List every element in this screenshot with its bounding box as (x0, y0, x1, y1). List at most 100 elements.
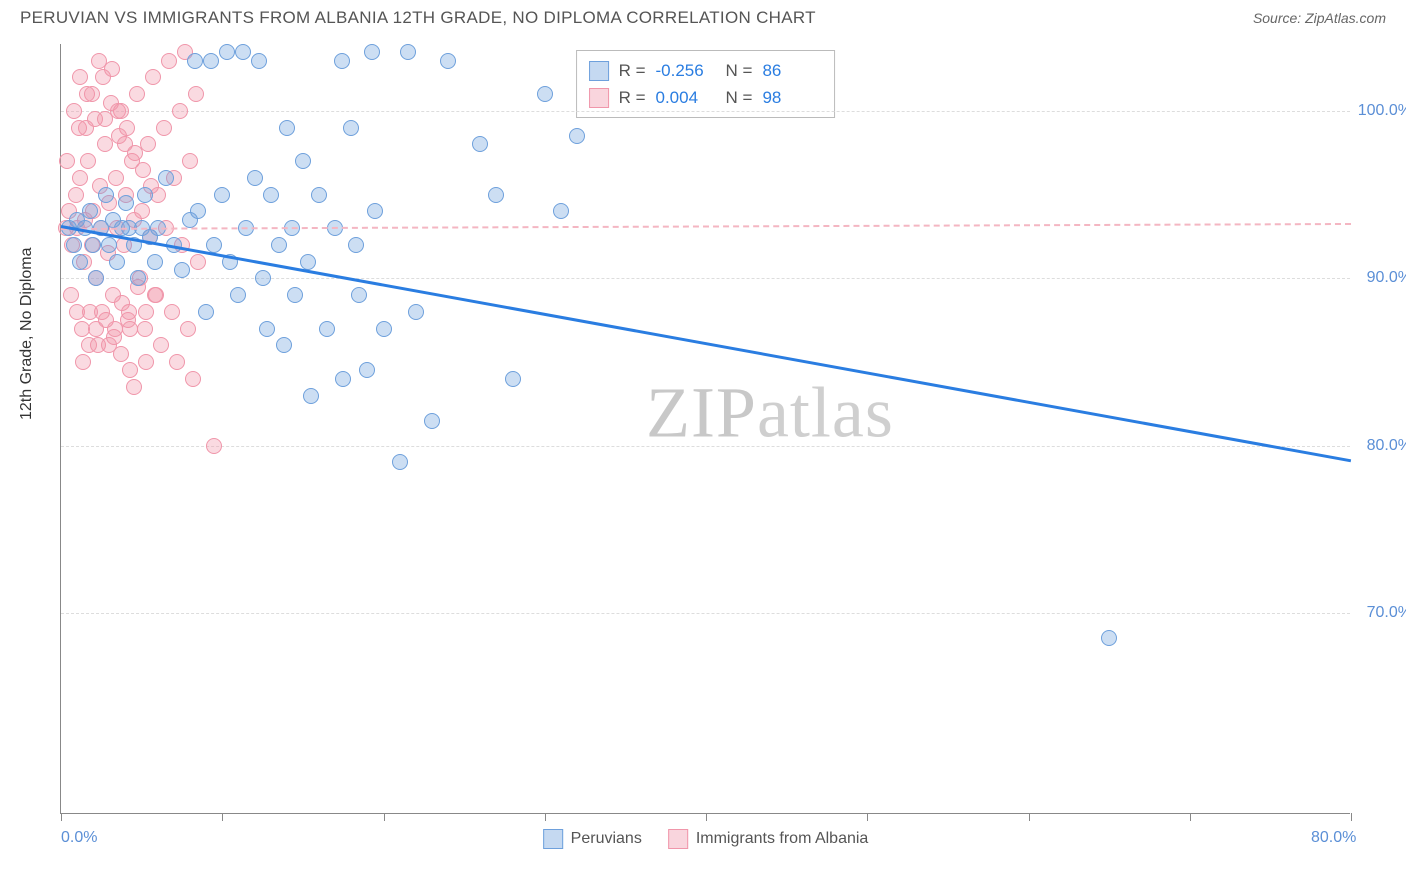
stats-row: R =0.004N =98 (589, 84, 823, 111)
data-point (122, 362, 138, 378)
data-point (97, 136, 113, 152)
data-point (376, 321, 392, 337)
x-tick (1190, 813, 1191, 821)
data-point (118, 195, 134, 211)
data-point (255, 270, 271, 286)
data-point (110, 103, 126, 119)
stats-row: R =-0.256N =86 (589, 57, 823, 84)
data-point (319, 321, 335, 337)
data-point (94, 304, 110, 320)
data-point (72, 170, 88, 186)
data-point (69, 304, 85, 320)
n-value: 98 (762, 84, 822, 111)
x-tick (384, 813, 385, 821)
data-point (180, 321, 196, 337)
x-tick (1029, 813, 1030, 821)
data-point (335, 371, 351, 387)
data-point (153, 337, 169, 353)
data-point (68, 187, 84, 203)
data-point (440, 53, 456, 69)
data-point (203, 53, 219, 69)
data-point (119, 120, 135, 136)
data-point (348, 237, 364, 253)
data-point (343, 120, 359, 136)
data-point (295, 153, 311, 169)
data-point (263, 187, 279, 203)
data-point (334, 53, 350, 69)
r-label: R = (619, 57, 646, 84)
watermark: ZIPatlas (646, 372, 894, 455)
data-point (126, 379, 142, 395)
data-point (82, 203, 98, 219)
gridline (61, 446, 1350, 447)
data-point (472, 136, 488, 152)
x-tick (222, 813, 223, 821)
data-point (138, 304, 154, 320)
data-point (185, 371, 201, 387)
data-point (156, 120, 172, 136)
y-tick-label: 80.0% (1367, 437, 1406, 455)
data-point (1101, 630, 1117, 646)
x-tick (61, 813, 62, 821)
data-point (84, 86, 100, 102)
gridline (61, 111, 1350, 112)
data-point (129, 86, 145, 102)
data-point (66, 237, 82, 253)
legend-label: Peruvians (571, 830, 642, 848)
y-tick-label: 70.0% (1367, 604, 1406, 622)
data-point (75, 354, 91, 370)
data-point (145, 69, 161, 85)
data-point (104, 61, 120, 77)
source-label: Source: ZipAtlas.com (1253, 10, 1386, 26)
data-point (235, 44, 251, 60)
chart-header: PERUVIAN VS IMMIGRANTS FROM ALBANIA 12TH… (0, 0, 1406, 32)
data-point (147, 254, 163, 270)
data-point (137, 321, 153, 337)
data-point (188, 86, 204, 102)
data-point (72, 69, 88, 85)
data-point (109, 254, 125, 270)
data-point (251, 53, 267, 69)
r-value: 0.004 (656, 84, 716, 111)
data-point (158, 170, 174, 186)
data-point (311, 187, 327, 203)
data-point (117, 136, 133, 152)
data-point (214, 187, 230, 203)
trendline (61, 223, 1351, 230)
data-point (359, 362, 375, 378)
watermark-a: ZIP (646, 373, 757, 453)
data-point (364, 44, 380, 60)
y-axis-label: 12th Grade, No Diploma (18, 247, 36, 420)
data-point (88, 321, 104, 337)
data-point (137, 187, 153, 203)
data-point (230, 287, 246, 303)
data-point (88, 270, 104, 286)
data-point (190, 203, 206, 219)
data-point (120, 312, 136, 328)
legend-swatch (589, 88, 609, 108)
data-point (351, 287, 367, 303)
x-tick (1351, 813, 1352, 821)
data-point (276, 337, 292, 353)
data-point (259, 321, 275, 337)
legend-swatch (668, 829, 688, 849)
legend-label: Immigrants from Albania (696, 830, 869, 848)
data-point (66, 103, 82, 119)
scatter-plot: ZIPatlas R =-0.256N =86R =0.004N =98 Per… (60, 44, 1350, 814)
legend-swatch (543, 829, 563, 849)
data-point (206, 438, 222, 454)
data-point (287, 287, 303, 303)
x-tick (867, 813, 868, 821)
r-label: R = (619, 84, 646, 111)
data-point (80, 153, 96, 169)
data-point (182, 153, 198, 169)
legend-swatch (589, 61, 609, 81)
data-point (569, 128, 585, 144)
data-point (135, 162, 151, 178)
data-point (247, 170, 263, 186)
data-point (85, 237, 101, 253)
data-point (81, 337, 97, 353)
data-point (113, 346, 129, 362)
n-label: N = (726, 57, 753, 84)
data-point (164, 304, 180, 320)
